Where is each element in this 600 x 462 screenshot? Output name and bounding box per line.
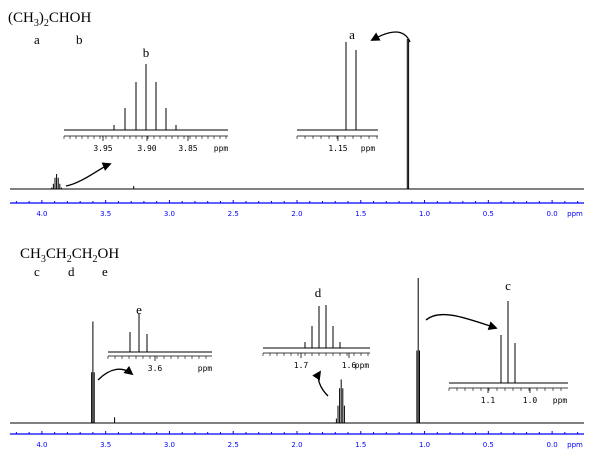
inset-unit: ppm [198, 364, 213, 373]
inset-c [448, 301, 568, 393]
ppm-axis-unit: ppm [567, 210, 583, 218]
formula-part: 2 [43, 18, 49, 29]
ppm-tick-label: 0.5 [483, 210, 494, 218]
formula-part: ) [38, 10, 44, 26]
ppm-tick-label: 3.5 [100, 441, 111, 449]
inset-tick-label: 1.1 [481, 396, 496, 405]
ppm-tick-label: 2.0 [291, 441, 302, 449]
inset-peak-label: c [505, 278, 511, 293]
formula-part: OH [97, 246, 120, 262]
atom-label-c: c [34, 264, 40, 279]
inset-tick-label: 3.90 [137, 144, 156, 153]
formula-part: CH [20, 246, 41, 262]
peak-c [416, 278, 420, 423]
inset-d [262, 305, 370, 358]
inset-trace [64, 64, 228, 131]
inset-peak-label: a [349, 27, 355, 42]
inset-tick-label: 1.7 [294, 361, 309, 370]
ppm-tick-label: 3.0 [164, 441, 175, 449]
curved-arrow [65, 162, 112, 187]
peak-b [51, 174, 62, 189]
formula-part: (CH [8, 10, 34, 26]
inset-tick-label: 3.95 [93, 144, 112, 153]
inset-peak-label: d [315, 285, 322, 300]
inset-peak-label: b [143, 45, 150, 60]
ppm-tick-label: 2.0 [291, 210, 302, 218]
curved-arrow [97, 365, 134, 381]
ppm-tick-label: 3.0 [164, 210, 175, 218]
ppm-tick-label: 1.5 [355, 441, 366, 449]
atom-label-a: a [34, 32, 40, 47]
formula-part: CH [71, 246, 93, 262]
ppm-tick-label: 1.5 [355, 210, 366, 218]
inset-unit: ppm [553, 396, 568, 405]
curved-arrow [370, 31, 411, 43]
inset-tick-label: 1.6 [342, 361, 357, 370]
formula-propanol: CH3CH2CH2OH [20, 246, 119, 265]
inset-trace [449, 301, 568, 384]
peak-d [335, 379, 345, 423]
ppm-tick-label: 2.5 [228, 441, 239, 449]
curved-arrow [425, 313, 498, 331]
atom-label-d: d [68, 264, 75, 279]
formula-isopropanol: (CH3)2CHOH [8, 10, 91, 29]
ppm-tick-label: 1.0 [419, 441, 430, 449]
peak-e [91, 321, 95, 423]
ppm-tick-label: 4.0 [36, 441, 47, 449]
inset-trace [297, 42, 378, 131]
inset-e [107, 314, 212, 361]
inset-unit: ppm [214, 144, 229, 153]
inset-tick-label: 1.0 [523, 396, 538, 405]
inset-tick-label: 3.85 [178, 144, 197, 153]
curved-arrow [312, 370, 329, 397]
peak-a [406, 39, 410, 189]
inset-b [63, 64, 228, 141]
formula-part: 2 [92, 254, 98, 265]
inset-tick-label: 3.6 [148, 364, 163, 373]
inset-a [296, 42, 378, 141]
ppm-tick-label: 0.0 [547, 210, 558, 218]
inset-unit: ppm [355, 361, 370, 370]
ppm-tick-label: 3.5 [100, 210, 111, 218]
inset-trace [263, 305, 370, 349]
formula-part: 3 [40, 254, 46, 265]
atom-label-b: b [76, 32, 83, 47]
ppm-axis-unit: ppm [567, 441, 583, 449]
ppm-tick-label: 2.5 [228, 210, 239, 218]
inset-tick-label: 1.15 [328, 144, 347, 153]
ppm-tick-label: 1.0 [419, 210, 430, 218]
inset-unit: ppm [361, 144, 376, 153]
ppm-tick-label: 4.0 [36, 210, 47, 218]
formula-part: CH [45, 246, 67, 262]
formula-part: 3 [33, 18, 39, 29]
ppm-tick-label: 0.5 [483, 441, 494, 449]
ppm-tick-label: 0.0 [547, 441, 558, 449]
atom-label-e: e [102, 264, 108, 279]
inset-trace [108, 314, 212, 353]
formula-part: 2 [66, 254, 72, 265]
formula-part: CHOH [48, 10, 92, 26]
inset-peak-label: e [136, 302, 142, 317]
